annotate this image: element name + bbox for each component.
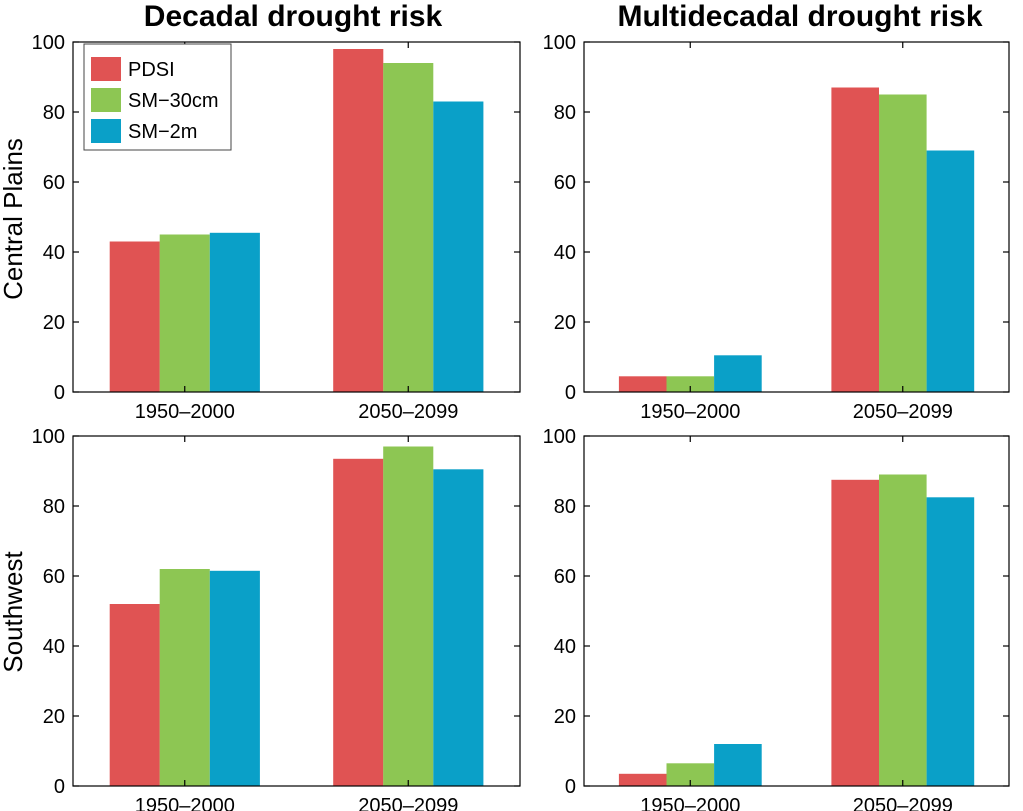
- panel-southwest-decadal: 1950–2000 2050–2099 0 20 40 60 80 100: [32, 426, 521, 811]
- y-tick-label: 80: [554, 496, 576, 518]
- y-tick-label: 20: [43, 312, 65, 334]
- bar-19502000-pdsi: [109, 241, 160, 392]
- panel-southwest-multidecadal: 1950–2000 2050–2099 0 20 40 60 80 100: [543, 426, 1010, 811]
- y-tick-label: 0: [565, 776, 576, 798]
- bar-19502000-sm2m: [714, 355, 762, 393]
- column-title-decadal: Decadal drought risk: [144, 0, 443, 33]
- y-tick-label: 60: [43, 172, 65, 194]
- bar-19502000-sm30cm: [159, 569, 210, 786]
- y-tick-label: 0: [565, 382, 576, 404]
- bar-19502000-sm30cm: [159, 234, 210, 392]
- y-tick-label: 60: [554, 172, 576, 194]
- bar-20502099-pdsi: [333, 49, 384, 392]
- legend-swatch-sm30cm: [91, 88, 121, 112]
- y-tick-label: 20: [554, 706, 576, 728]
- axes-frame: [583, 435, 1010, 787]
- y-tick-label: 0: [54, 382, 65, 404]
- legend-swatch-pdsi: [91, 57, 121, 81]
- axes-frame: [72, 41, 521, 393]
- bar-19502000-sm2m: [209, 570, 260, 787]
- panel-central-plains-multidecadal: 1950–2000 2050–2099 0 20 40 60 80 100: [543, 32, 1010, 423]
- y-tick-label: 100: [32, 32, 65, 54]
- x-tick-label: 1950–2000: [640, 401, 740, 423]
- legend-label-pdsi: PDSI: [128, 59, 175, 81]
- bar-19502000-sm2m: [209, 232, 260, 393]
- y-tick-label: 100: [543, 426, 576, 448]
- legend: PDSI SM−30cm SM−2m: [83, 43, 232, 151]
- bar-20502099-sm30cm: [879, 94, 927, 392]
- y-tick-label: 40: [43, 636, 65, 658]
- bar-20502099-sm30cm: [383, 446, 434, 786]
- bar-20502099-pdsi: [831, 87, 879, 392]
- x-tick-label: 1950–2000: [135, 401, 235, 423]
- bar-19502000-sm2m: [714, 744, 762, 786]
- bar-20502099-sm2m: [433, 101, 484, 392]
- bar-20502099-sm30cm: [879, 474, 927, 786]
- y-tick-label: 80: [43, 102, 65, 124]
- y-tick-label: 80: [43, 496, 65, 518]
- bar-20502099-pdsi: [333, 458, 384, 787]
- bar-20502099-sm2m: [433, 469, 484, 787]
- bar-19502000-pdsi: [109, 604, 160, 786]
- y-tick-label: 100: [32, 426, 65, 448]
- row-label-central-plains: Central Plains: [0, 138, 28, 300]
- bar-19502000-sm30cm: [666, 376, 715, 393]
- bar-20502099-sm30cm: [383, 63, 434, 392]
- y-tick-label: 60: [554, 566, 576, 588]
- y-tick-label: 40: [554, 636, 576, 658]
- x-tick-label: 2050–2099: [853, 795, 953, 811]
- bar-19502000-pdsi: [618, 773, 667, 787]
- bar-19502000-pdsi: [618, 376, 667, 393]
- y-tick-label: 20: [554, 312, 576, 334]
- y-tick-label: 40: [43, 242, 65, 264]
- axes-frame: [72, 435, 521, 787]
- x-tick-label: 1950–2000: [640, 795, 740, 811]
- column-title-multidecadal: Multidecadal drought risk: [617, 0, 982, 33]
- panel-central-plains-decadal: 1950–2000 2050–2099 0 20 40 60 80 100: [32, 32, 521, 423]
- y-tick-label: 20: [43, 706, 65, 728]
- axes-frame: [583, 41, 1010, 393]
- y-tick-label: 40: [554, 242, 576, 264]
- row-label-southwest: Southwest: [0, 551, 28, 673]
- x-tick-label: 2050–2099: [358, 401, 458, 423]
- legend-swatch-sm2m: [91, 119, 121, 143]
- y-tick-label: 60: [43, 566, 65, 588]
- bar-20502099-sm2m: [926, 497, 975, 787]
- legend-label-sm2m: SM−2m: [128, 121, 197, 143]
- y-tick-label: 80: [554, 102, 576, 124]
- legend-label-sm30cm: SM−30cm: [128, 90, 219, 112]
- x-tick-label: 2050–2099: [853, 401, 953, 423]
- x-tick-label: 1950–2000: [135, 795, 235, 811]
- bar-19502000-sm30cm: [666, 763, 715, 787]
- y-tick-label: 0: [54, 776, 65, 798]
- x-tick-label: 2050–2099: [358, 795, 458, 811]
- bar-20502099-sm2m: [926, 150, 975, 392]
- bar-20502099-pdsi: [831, 479, 879, 787]
- y-tick-label: 100: [543, 32, 576, 54]
